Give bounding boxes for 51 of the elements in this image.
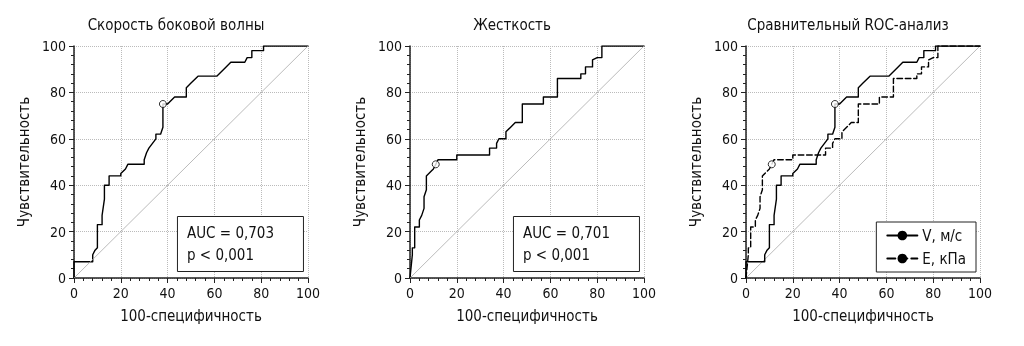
y-tick-label: 80 bbox=[385, 84, 402, 101]
y-tick-label: 20 bbox=[721, 223, 738, 240]
x-tick-label: 20 bbox=[112, 285, 129, 301]
y-tick-label: 100 bbox=[377, 38, 402, 54]
annotation: AUC = 0,701 bbox=[522, 224, 611, 242]
annotation: p < 0,001 bbox=[522, 246, 591, 264]
x-tick-label: 20 bbox=[448, 285, 465, 301]
y-tick-label: 20 bbox=[385, 223, 402, 240]
y-tick-label: 100 bbox=[713, 38, 738, 54]
y-tick-label: 60 bbox=[49, 130, 66, 147]
y-axis-title: Чувствительность bbox=[686, 96, 705, 228]
legend-label: V, м/с bbox=[922, 226, 963, 245]
x-tick-label: 60 bbox=[206, 285, 223, 301]
x-tick-label: 0 bbox=[741, 285, 751, 301]
y-tick-label: 0 bbox=[393, 270, 402, 286]
x-tick-label: 80 bbox=[253, 285, 270, 301]
y-tick-label: 0 bbox=[57, 270, 66, 286]
x-axis-title: 100-специфичность bbox=[792, 306, 934, 325]
chart-title: Скорость боковой волны bbox=[87, 15, 265, 34]
x-tick-label: 60 bbox=[542, 285, 559, 301]
x-axis-title: 100-специфичность bbox=[456, 306, 598, 325]
x-tick-label: 100 bbox=[967, 285, 993, 301]
x-tick-label: 0 bbox=[69, 285, 79, 301]
x-tick-label: 80 bbox=[925, 285, 942, 301]
y-tick-label: 40 bbox=[385, 177, 402, 194]
x-tick-label: 60 bbox=[878, 285, 895, 301]
y-tick-label: 100 bbox=[41, 38, 66, 54]
y-tick-label: 20 bbox=[49, 223, 66, 240]
x-axis-title: 100-специфичность bbox=[120, 306, 262, 325]
x-tick-label: 0 bbox=[405, 285, 415, 301]
y-tick-label: 0 bbox=[729, 270, 738, 286]
y-axis-title: Чувствительность bbox=[350, 96, 369, 228]
x-tick-label: 40 bbox=[495, 285, 512, 301]
chart-title: Жесткость bbox=[473, 15, 551, 34]
y-tick-label: 40 bbox=[721, 177, 738, 194]
x-tick-label: 20 bbox=[784, 285, 801, 301]
y-tick-label: 80 bbox=[49, 84, 66, 101]
y-tick-label: 60 bbox=[385, 130, 402, 147]
legend-label: E, кПа bbox=[922, 249, 966, 268]
y-tick-label: 40 bbox=[49, 177, 66, 194]
y-tick-label: 80 bbox=[721, 84, 738, 101]
y-tick-label: 60 bbox=[721, 130, 738, 147]
x-tick-label: 40 bbox=[159, 285, 176, 301]
x-tick-label: 100 bbox=[631, 285, 657, 301]
annotation: p < 0,001 bbox=[186, 246, 255, 264]
annotation: AUC = 0,703 bbox=[186, 224, 275, 242]
y-axis-title: Чувствительность bbox=[14, 96, 33, 228]
chart-title: Сравнительный ROC-анализ bbox=[747, 15, 949, 34]
x-tick-label: 80 bbox=[589, 285, 606, 301]
x-tick-label: 40 bbox=[831, 285, 848, 301]
x-tick-label: 100 bbox=[295, 285, 321, 301]
